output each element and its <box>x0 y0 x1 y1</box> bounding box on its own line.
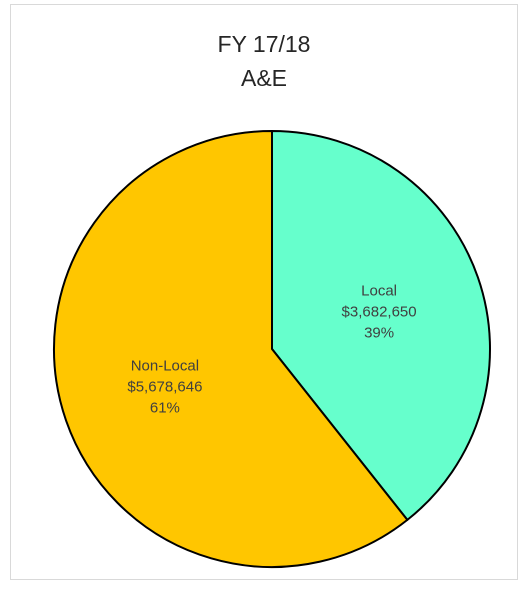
pie-label-non-local-name: Non-Local <box>131 357 199 374</box>
pie-label-local-name: Local <box>361 283 397 300</box>
pie-slices <box>54 131 490 567</box>
pie-label-local-value: $3,682,650 <box>342 304 417 321</box>
pie-label-local-percent: 39% <box>364 325 394 342</box>
pie-label-non-local-value: $5,678,646 <box>127 378 202 395</box>
pie-label-non-local-percent: 61% <box>150 399 180 416</box>
